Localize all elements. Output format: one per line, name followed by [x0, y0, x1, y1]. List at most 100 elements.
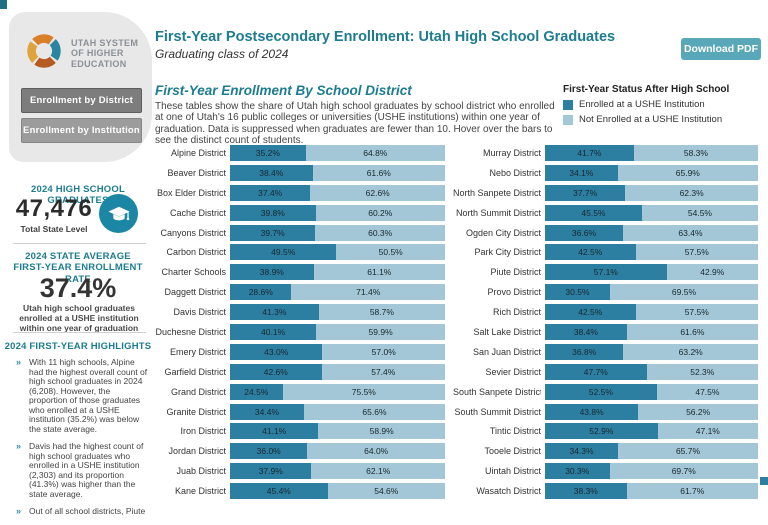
district-row: Provo District 30.5% 69.5% — [453, 282, 758, 302]
bar-segment-enrolled[interactable]: 24.5% — [230, 383, 283, 400]
section-description: These tables show the share of Utah high… — [155, 101, 555, 147]
bar-segment-not-enrolled[interactable]: 58.3% — [633, 144, 758, 161]
bar-segment-not-enrolled[interactable]: 63.4% — [622, 224, 758, 241]
stacked-bar: 49.5% 50.5% — [230, 244, 445, 261]
bar-segment-enrolled[interactable]: 28.6% — [230, 284, 292, 301]
district-label: Nebo District — [489, 167, 541, 178]
bar-segment-enrolled[interactable]: 37.7% — [545, 184, 626, 201]
bar-segment-enrolled[interactable]: 38.4% — [545, 323, 627, 340]
bar-segment-not-enrolled[interactable]: 60.2% — [315, 204, 445, 221]
bar-segment-not-enrolled[interactable]: 61.6% — [312, 164, 445, 181]
bar-segment-not-enrolled[interactable]: 69.5% — [609, 284, 758, 301]
bar-segment-not-enrolled[interactable]: 61.6% — [626, 323, 758, 340]
bar-segment-not-enrolled[interactable]: 62.1% — [311, 463, 445, 480]
bar-segment-not-enrolled[interactable]: 75.5% — [282, 383, 445, 400]
district-row: Piute District 57.1% 42.9% — [453, 262, 758, 282]
bar-segment-not-enrolled[interactable]: 57.4% — [321, 363, 445, 380]
stacked-bar: 30.3% 69.7% — [545, 463, 758, 480]
stacked-bar: 45.5% 54.5% — [545, 204, 758, 221]
bar-segment-not-enrolled[interactable]: 58.9% — [318, 423, 445, 440]
bar-segment-not-enrolled[interactable]: 54.5% — [641, 204, 758, 221]
district-label: Salt Lake District — [473, 326, 541, 337]
bar-segment-enrolled[interactable]: 34.1% — [545, 164, 618, 181]
bar-segment-enrolled[interactable]: 37.9% — [230, 463, 312, 480]
bar-segment-enrolled[interactable]: 49.5% — [230, 244, 337, 261]
bar-segment-not-enrolled[interactable]: 63.2% — [623, 343, 758, 360]
stacked-bar: 36.8% 63.2% — [545, 343, 758, 360]
bar-segment-not-enrolled[interactable]: 69.7% — [609, 463, 758, 480]
district-row: Tintic District 52.9% 47.1% — [453, 421, 758, 441]
bar-segment-enrolled[interactable]: 57.1% — [545, 264, 667, 281]
bar-segment-enrolled[interactable]: 45.4% — [230, 483, 328, 500]
bar-segment-not-enrolled[interactable]: 65.6% — [303, 403, 445, 420]
bar-segment-not-enrolled[interactable]: 57.0% — [322, 343, 445, 360]
bar-segment-enrolled[interactable]: 41.1% — [230, 423, 319, 440]
bar-segment-enrolled[interactable]: 36.8% — [545, 343, 624, 360]
district-label: North Sanpete District — [453, 187, 541, 198]
nav-enrollment-by-institution-button[interactable]: Enrollment by Institution — [21, 118, 142, 143]
bar-segment-enrolled[interactable]: 36.0% — [230, 443, 308, 460]
bar-segment-not-enrolled[interactable]: 47.1% — [657, 423, 758, 440]
district-label: Box Elder District — [156, 187, 226, 198]
bar-segment-enrolled[interactable]: 41.3% — [230, 304, 319, 321]
bar-segment-not-enrolled[interactable]: 47.5% — [656, 383, 758, 400]
bar-segment-enrolled[interactable]: 38.3% — [545, 483, 627, 500]
district-label: Murray District — [483, 147, 541, 158]
bar-segment-not-enrolled[interactable]: 57.5% — [635, 304, 758, 321]
bar-segment-enrolled[interactable]: 39.7% — [230, 224, 316, 241]
bar-segment-enrolled[interactable]: 47.7% — [545, 363, 647, 380]
page-title: First-Year Postsecondary Enrollment: Uta… — [155, 29, 616, 45]
bar-segment-not-enrolled[interactable]: 65.7% — [618, 443, 758, 460]
district-row: Sevier District 47.7% 52.3% — [453, 362, 758, 382]
bar-segment-not-enrolled[interactable]: 52.3% — [646, 363, 758, 380]
district-label: Kane District — [174, 486, 226, 497]
bar-segment-enrolled[interactable]: 52.5% — [545, 383, 657, 400]
bar-segment-enrolled[interactable]: 39.8% — [230, 204, 316, 221]
legend-item-enrolled: Enrolled at a USHE Institution — [563, 99, 763, 110]
bar-segment-not-enrolled[interactable]: 61.7% — [626, 483, 758, 500]
bar-segment-not-enrolled[interactable]: 56.2% — [638, 403, 758, 420]
bullet-chevrons-icon: » — [16, 357, 22, 367]
nav-enrollment-by-district-button[interactable]: Enrollment by District — [21, 88, 142, 113]
bar-segment-not-enrolled[interactable]: 64.0% — [307, 443, 445, 460]
bar-segment-enrolled[interactable]: 41.7% — [545, 144, 634, 161]
bar-segment-enrolled[interactable]: 42.6% — [230, 363, 322, 380]
bar-segment-enrolled[interactable]: 30.5% — [545, 284, 610, 301]
bar-segment-enrolled[interactable]: 34.4% — [230, 403, 304, 420]
bar-segment-not-enrolled[interactable]: 60.3% — [315, 224, 445, 241]
bar-segment-not-enrolled[interactable]: 71.4% — [291, 284, 445, 301]
bar-segment-not-enrolled[interactable]: 64.8% — [305, 144, 445, 161]
district-row: San Juan District 36.8% 63.2% — [453, 342, 758, 362]
stacked-bar: 42.6% 57.4% — [230, 363, 445, 380]
highlight-item: » Out of all school districts, Piute — [16, 506, 148, 517]
bar-segment-enrolled[interactable]: 43.0% — [230, 343, 323, 360]
bar-segment-not-enrolled[interactable]: 61.1% — [313, 264, 445, 281]
bar-segment-enrolled[interactable]: 38.4% — [230, 164, 313, 181]
rate-stat-caption: Utah high school graduates enrolled at a… — [19, 303, 139, 334]
bar-segment-enrolled[interactable]: 35.2% — [230, 144, 306, 161]
bar-segment-enrolled[interactable]: 37.4% — [230, 184, 311, 201]
district-row: Emery District 43.0% 57.0% — [152, 342, 445, 362]
bar-segment-not-enrolled[interactable]: 65.9% — [617, 164, 758, 181]
bar-segment-not-enrolled[interactable]: 62.6% — [310, 184, 445, 201]
bar-segment-enrolled[interactable]: 42.5% — [545, 244, 636, 261]
bar-segment-enrolled[interactable]: 36.6% — [545, 224, 623, 241]
bar-segment-enrolled[interactable]: 40.1% — [230, 323, 317, 340]
bar-segment-not-enrolled[interactable]: 57.5% — [635, 244, 758, 261]
bar-segment-enrolled[interactable]: 43.8% — [545, 403, 639, 420]
district-label: Tintic District — [489, 426, 541, 437]
bar-segment-enrolled[interactable]: 45.5% — [545, 204, 642, 221]
bar-segment-not-enrolled[interactable]: 62.3% — [625, 184, 758, 201]
download-pdf-button[interactable]: Download PDF — [681, 38, 761, 60]
bar-segment-not-enrolled[interactable]: 58.7% — [318, 304, 445, 321]
bar-segment-enrolled[interactable]: 30.3% — [545, 463, 610, 480]
bar-segment-not-enrolled[interactable]: 59.9% — [316, 323, 445, 340]
bar-segment-enrolled[interactable]: 34.3% — [545, 443, 619, 460]
bar-segment-enrolled[interactable]: 38.9% — [230, 264, 314, 281]
bar-segment-enrolled[interactable]: 42.5% — [545, 304, 636, 321]
district-label: Jordan District — [168, 446, 226, 457]
bar-segment-not-enrolled[interactable]: 50.5% — [336, 244, 445, 261]
bar-segment-enrolled[interactable]: 52.9% — [545, 423, 658, 440]
bar-segment-not-enrolled[interactable]: 42.9% — [666, 264, 758, 281]
bar-segment-not-enrolled[interactable]: 54.6% — [327, 483, 445, 500]
